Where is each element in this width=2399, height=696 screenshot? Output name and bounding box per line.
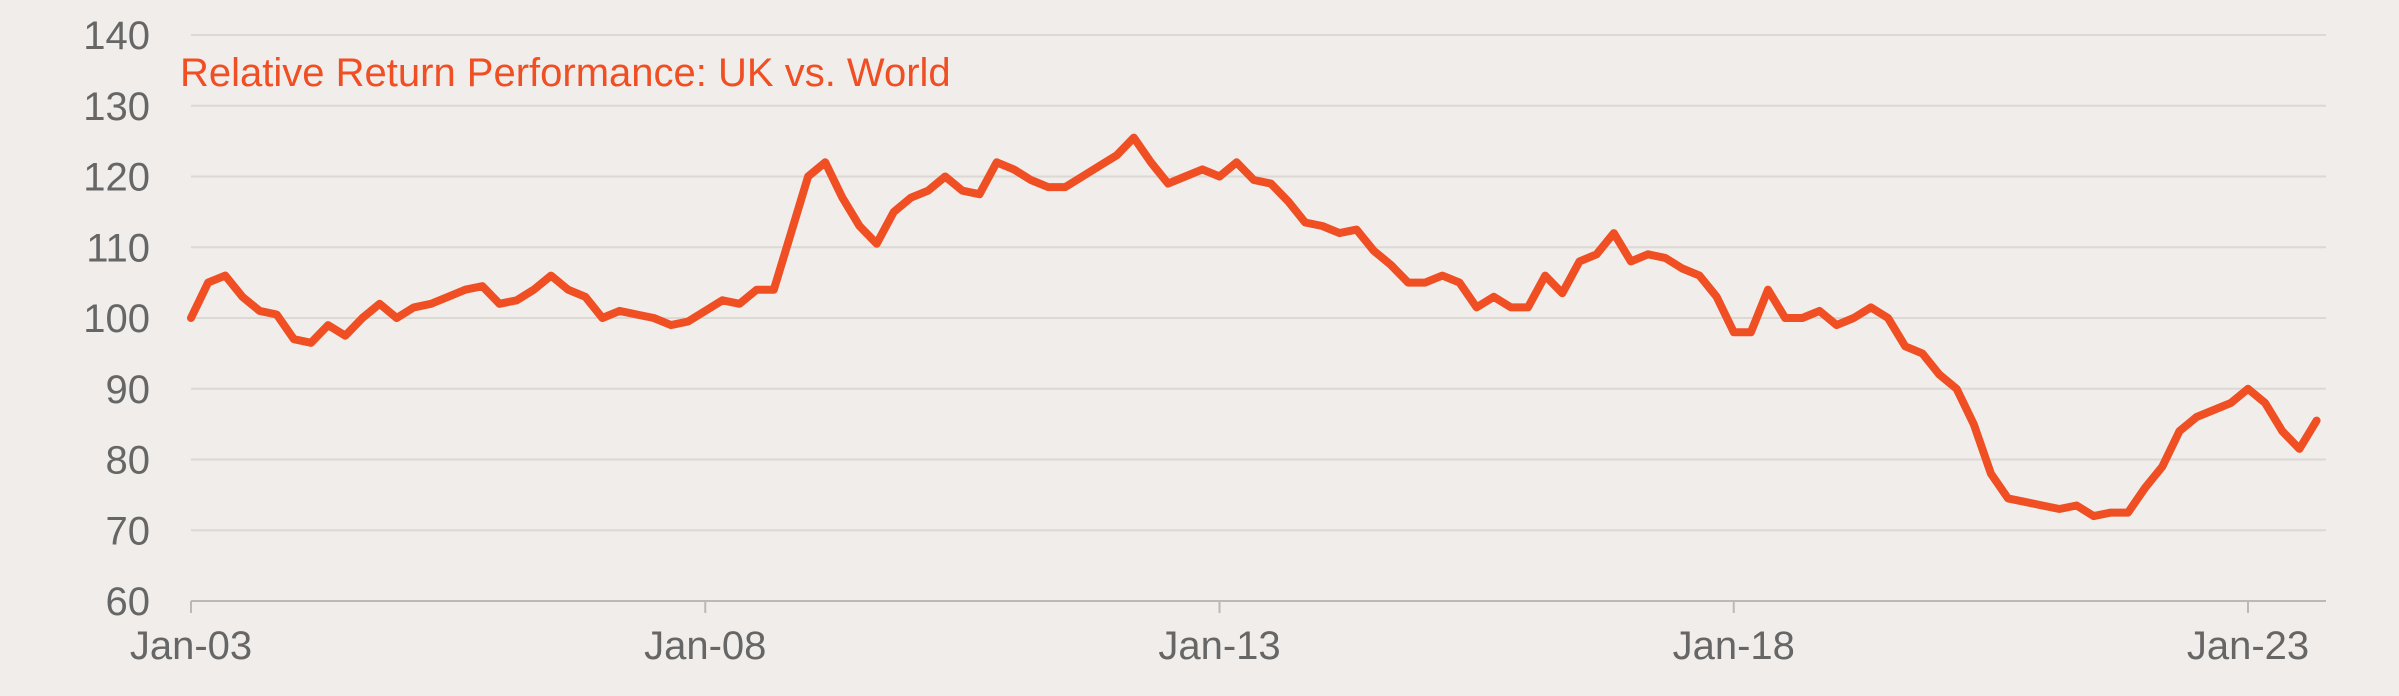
y-tick-label: 70: [106, 509, 151, 553]
plot: [187, 133, 2321, 521]
x-tick-label: Jan-18: [1673, 624, 1795, 668]
x-tick-label: Jan-03: [130, 624, 252, 668]
x-tick-label: Jan-13: [1158, 624, 1280, 668]
chart-title: Relative Return Performance: UK vs. Worl…: [180, 51, 951, 95]
y-tick-label: 100: [83, 297, 150, 341]
x-tick-label: Jan-23: [2187, 624, 2309, 668]
y-tick-label: 130: [83, 85, 150, 129]
x-tick-label: Jan-08: [644, 624, 766, 668]
y-tick-label: 60: [106, 580, 151, 624]
line: [187, 133, 2321, 521]
y-tick-label: 120: [83, 156, 150, 200]
grid: 60 70 80 90 100 110 120 130 140 Jan-03 Jan-08 Jan-1…: [83, 14, 2326, 668]
y-tick-label: 80: [106, 439, 151, 483]
y-tick-label: 140: [83, 14, 150, 58]
y-tick-label: 110: [86, 226, 150, 270]
y-tick-label: 90: [106, 368, 151, 412]
